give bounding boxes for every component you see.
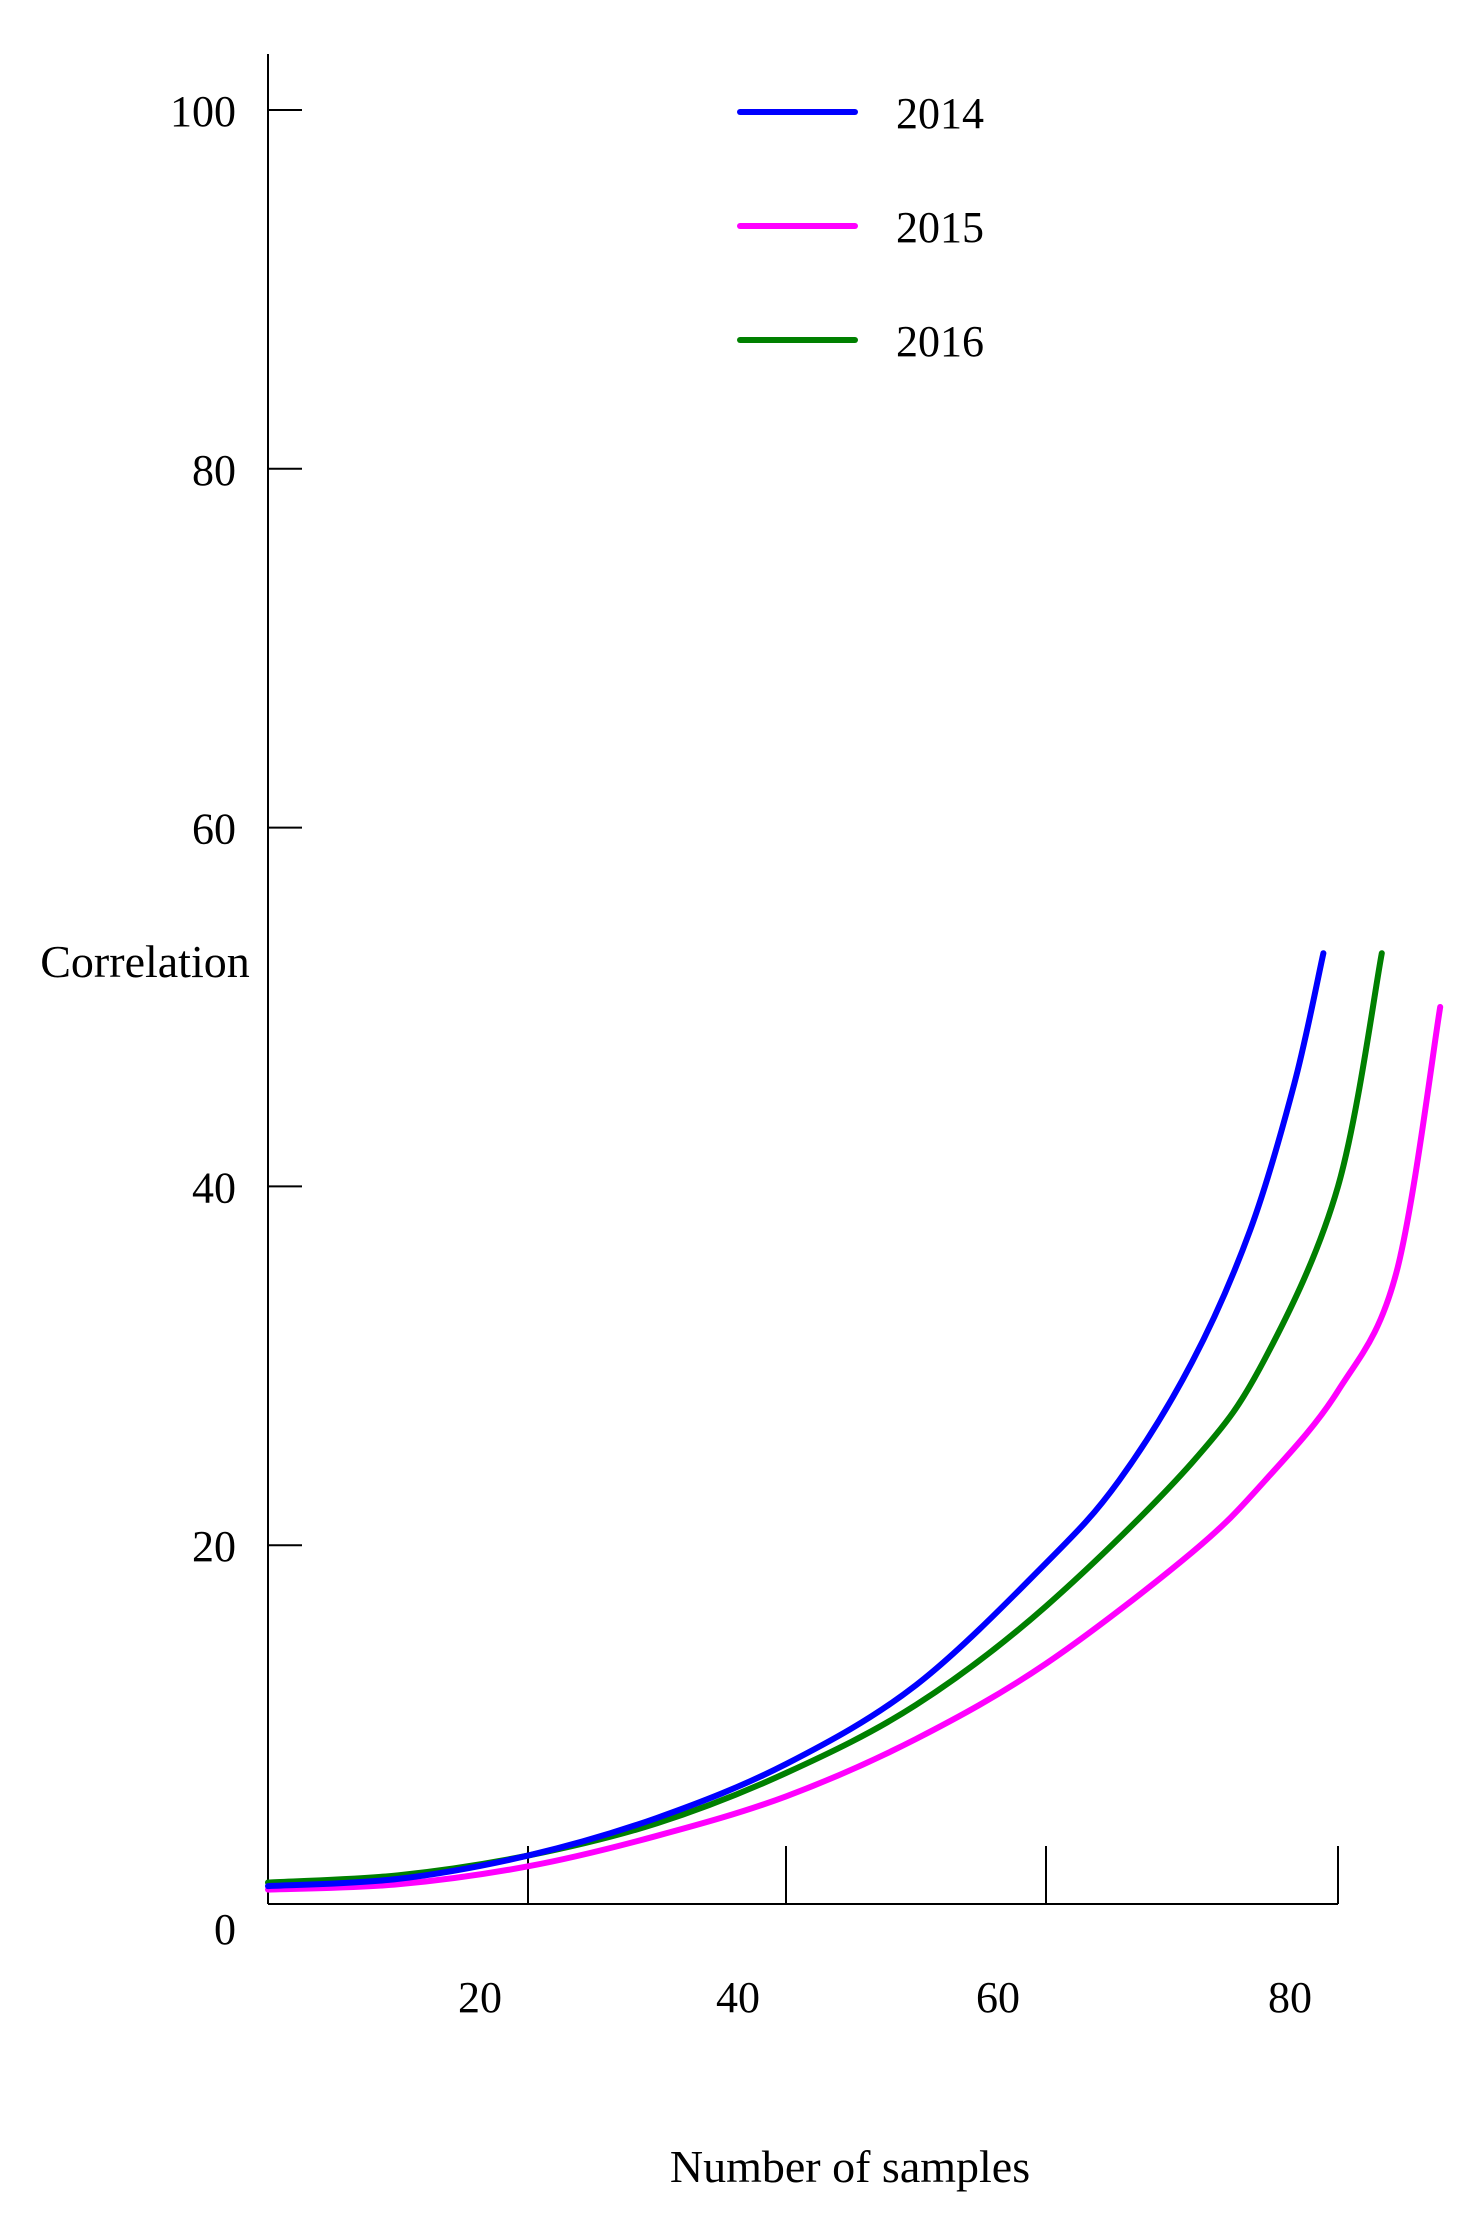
x-tick-label: 40 — [716, 1973, 760, 2022]
x-tick-label: 60 — [976, 1973, 1020, 2022]
x-tick-label: 20 — [458, 1973, 502, 2022]
legend: 2014 2015 2016 — [737, 89, 984, 366]
legend-label-2014: 2014 — [896, 89, 984, 138]
legend-label-2016: 2016 — [896, 317, 984, 366]
y-tick-label: 0 — [214, 1905, 236, 1954]
x-ticks: 20 40 60 80 — [458, 1846, 1339, 2022]
y-tick-label: 80 — [192, 446, 236, 495]
y-tick-label: 40 — [192, 1163, 236, 1212]
y-tick-label: 20 — [192, 1522, 236, 1571]
series-line-2015 — [265, 1004, 1444, 1893]
y-tick-label: 100 — [170, 87, 236, 136]
legend-label-2015: 2015 — [896, 203, 984, 252]
series-lines — [265, 950, 1444, 1893]
x-axis-title: Number of samples — [670, 2141, 1030, 2192]
x-tick-label: 80 — [1268, 1973, 1312, 2022]
y-ticks: 0 20 40 60 80 100 — [170, 87, 302, 1954]
axes — [267, 54, 1338, 1905]
y-tick-label: 60 — [192, 805, 236, 854]
y-axis-title: Correlation — [40, 936, 250, 987]
series-line-2014 — [265, 950, 1327, 1890]
